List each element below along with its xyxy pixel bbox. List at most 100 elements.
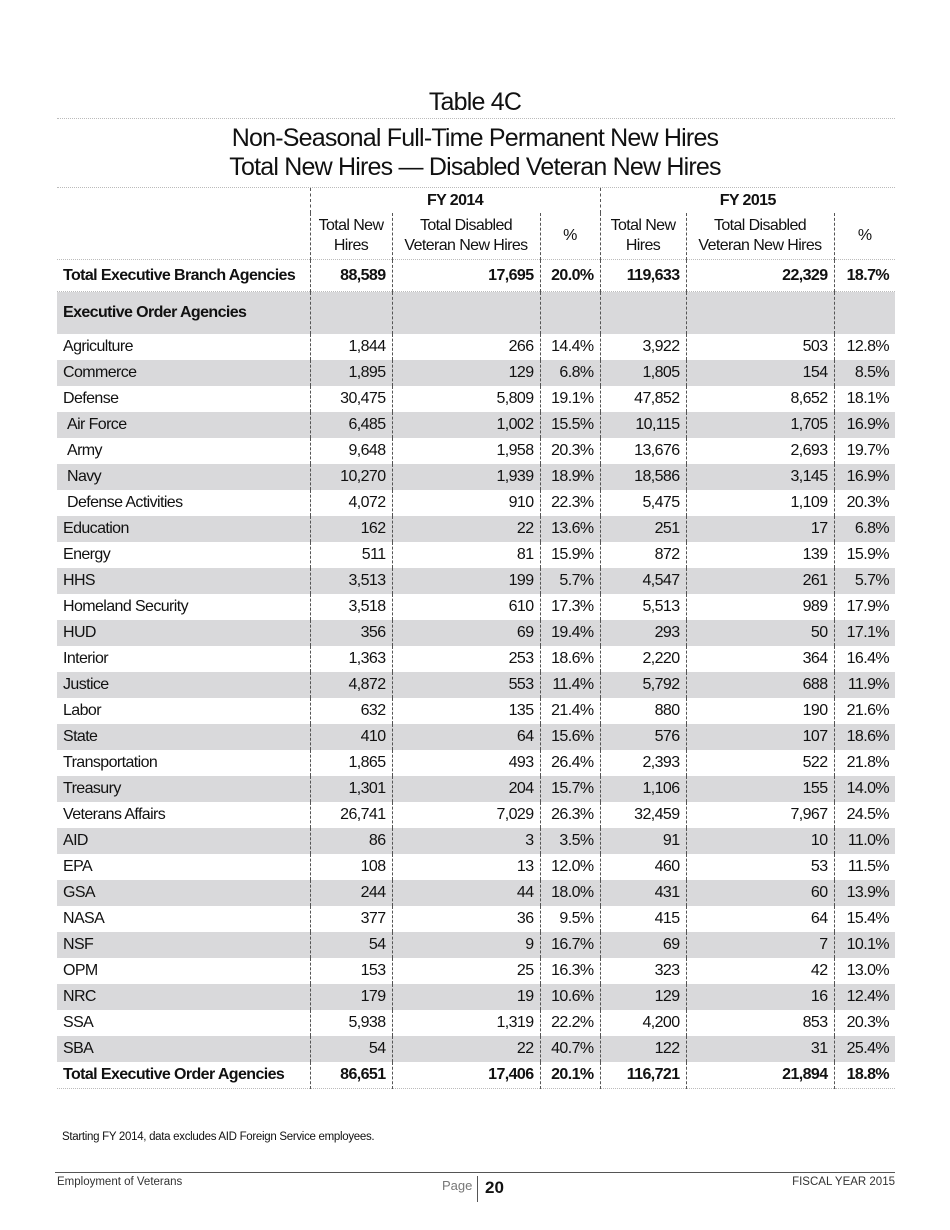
cell-value: 15.7% <box>539 776 600 802</box>
empty-cell <box>685 291 834 334</box>
cell-value: 11.5% <box>833 854 895 880</box>
cell-value: 880 <box>599 698 686 724</box>
cell-value: 40.7% <box>539 1036 600 1062</box>
cell-value: 3,518 <box>309 594 392 620</box>
cell-value: 116,721 <box>599 1062 686 1089</box>
cell-value: 7 <box>685 932 834 958</box>
table-row: Homeland Security 3,518 610 17.3% 5,513 989 17… <box>57 594 895 620</box>
cell-value: 122 <box>599 1036 686 1062</box>
cell-value: 5,513 <box>599 594 686 620</box>
cell-value: 8.5% <box>833 360 895 386</box>
row-label: Veterans Affairs <box>63 806 166 823</box>
table-row: Commerce 1,895 129 6.8% 1,805 154 8.5% <box>57 360 895 386</box>
row-label: EPA <box>63 858 93 875</box>
table-row: EPA 108 13 12.0% 460 53 11.5% <box>57 854 895 880</box>
data-table: FY 2014 FY 2015 Total New Hires Total Disabl… <box>57 188 895 1089</box>
row-label: HHS <box>57 568 310 594</box>
cell-value: 1,106 <box>599 776 686 802</box>
cell-value: 410 <box>309 724 392 750</box>
cell-value: 13.6% <box>539 516 600 542</box>
row-label: Transportation <box>63 754 158 771</box>
cell-value: 15.4% <box>833 906 895 932</box>
cell-value: 13.0% <box>833 958 895 984</box>
cell-value: 26.4% <box>539 750 600 776</box>
cell-value: 9.5% <box>539 906 600 932</box>
cell-value: 69 <box>599 932 686 958</box>
table-row: Interior 1,363 253 18.6% 2,220 364 16.4% <box>57 646 895 672</box>
row-label: Total Executive Order Agencies <box>57 1062 310 1089</box>
cell-value: 1,865 <box>309 750 392 776</box>
cell-value: 1,805 <box>599 360 686 386</box>
cell-value: 522 <box>685 750 834 776</box>
cell-value: 190 <box>685 698 834 724</box>
cell-value: 15.5% <box>539 412 600 438</box>
cell-value: 81 <box>391 542 540 568</box>
cell-value: 153 <box>309 958 392 984</box>
table-row: Navy 10,270 1,939 18.9% 18,586 3,145 16.9% <box>57 464 895 490</box>
cell-value: 6.8% <box>833 516 895 542</box>
cell-value: 364 <box>685 646 834 672</box>
cell-value: 323 <box>599 958 686 984</box>
empty-cell <box>391 291 540 334</box>
cell-value: 25.4% <box>833 1036 895 1062</box>
table-row: SSA 5,938 1,319 22.2% 4,200 853 20.3% <box>57 1010 895 1036</box>
subtitle-line-1: Non-Seasonal Full-Time Permanent New Hir… <box>231 124 719 152</box>
cell-value: 64 <box>391 724 540 750</box>
cell-value: 12.0% <box>539 854 600 880</box>
cell-value: 86 <box>309 828 392 854</box>
cell-value: 107 <box>685 724 834 750</box>
cell-value: 261 <box>685 568 834 594</box>
cell-value: 5,938 <box>309 1010 392 1036</box>
cell-value: 18.7% <box>833 259 895 292</box>
cell-value: 14.4% <box>539 334 600 360</box>
cell-value: 688 <box>685 672 834 698</box>
cell-value: 6,485 <box>309 412 392 438</box>
empty-cell <box>309 291 392 334</box>
cell-value: 17.1% <box>833 620 895 646</box>
cell-value: 69 <box>391 620 540 646</box>
row-label: NASA <box>63 910 105 927</box>
cell-value: 9,648 <box>309 438 392 464</box>
cell-value: 13,676 <box>599 438 686 464</box>
cell-value: 576 <box>599 724 686 750</box>
table-row: Education 162 22 13.6% 251 17 6.8% <box>57 516 895 542</box>
row-label: Interior <box>63 650 109 667</box>
table-row: OPM 153 25 16.3% 323 42 13.0% <box>57 958 895 984</box>
row-label: NRC <box>57 984 310 1010</box>
cell-value: 4,547 <box>599 568 686 594</box>
cell-value: 10,270 <box>309 464 392 490</box>
cell-value: 16.4% <box>833 646 895 672</box>
cell-value: 21,894 <box>685 1062 834 1089</box>
cell-value: 162 <box>309 516 392 542</box>
row-label: Defense <box>63 390 119 407</box>
cell-value: 1,895 <box>309 360 392 386</box>
row-label: AID <box>57 828 310 854</box>
cell-value: 88,589 <box>309 259 392 292</box>
cell-value: 511 <box>309 542 392 568</box>
cell-value: 60 <box>685 880 834 906</box>
row-label: Army <box>67 442 103 459</box>
cell-value: 1,301 <box>309 776 392 802</box>
cell-value: 22.3% <box>539 490 600 516</box>
cell-value: 20.3% <box>833 1010 895 1036</box>
cell-value: 17,406 <box>391 1062 540 1089</box>
cell-value: 44 <box>391 880 540 906</box>
cell-value: 2,393 <box>599 750 686 776</box>
row-label: NSF <box>57 932 310 958</box>
table-row: Defense Activities 4,072 910 22.3% 5,475 1,10… <box>57 490 895 516</box>
cell-value: 460 <box>599 854 686 880</box>
cell-value: 12.8% <box>833 334 895 360</box>
cell-value: 5,475 <box>599 490 686 516</box>
table-row: Energy 511 81 15.9% 872 139 15.9% <box>57 542 895 568</box>
cell-value: 129 <box>599 984 686 1010</box>
cell-value: 503 <box>685 334 834 360</box>
table-subtitle: Non-Seasonal Full-Time Permanent New Hir… <box>0 124 950 182</box>
section-header-row: Executive Order Agencies <box>57 291 895 334</box>
table-row: HUD 356 69 19.4% 293 50 17.1% <box>57 620 895 646</box>
cell-value: 26.3% <box>539 802 600 828</box>
cell-value: 10 <box>685 828 834 854</box>
cell-value: 64 <box>685 906 834 932</box>
cell-value: 1,319 <box>391 1010 540 1036</box>
cell-value: 20.3% <box>833 490 895 516</box>
page-label: Page <box>442 1178 473 1193</box>
